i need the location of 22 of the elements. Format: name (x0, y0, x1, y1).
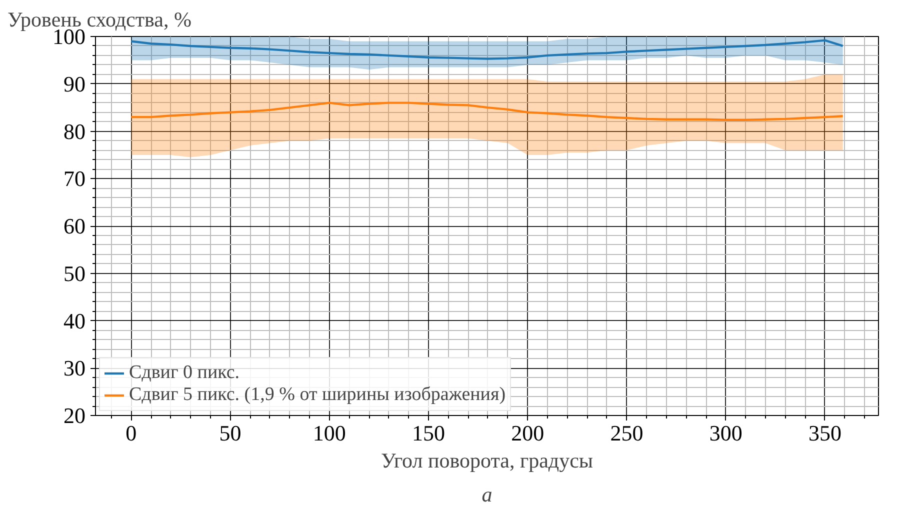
y-tick-label: 20 (64, 403, 86, 428)
legend-label: Сдвиг 0 пикс. (129, 362, 240, 384)
y-tick-label: 70 (64, 166, 86, 192)
x-tick-label: 250 (610, 420, 644, 446)
y-tick-label: 80 (64, 118, 86, 144)
y-tick-label: 30 (64, 356, 86, 381)
y-tick-label: 50 (64, 260, 86, 286)
y-tick-label: 60 (64, 214, 86, 238)
x-tick-label: 350 (808, 420, 842, 446)
line-series (130, 39, 844, 60)
x-tick-label: 50 (219, 420, 242, 446)
x-tick-label: 100 (312, 420, 346, 446)
x-tick-label: 0 (126, 420, 137, 446)
line-series (130, 102, 844, 121)
x-tick-label: 200 (511, 420, 544, 446)
legend-label: Сдвиг 5 пикс. (1,9 % от ширины изображения) (129, 384, 506, 406)
y-tick-label: 40 (64, 308, 86, 334)
x-axis-title: Угол поворота, градусы (380, 448, 594, 472)
text: а (482, 482, 492, 506)
x-tick-label: 150 (412, 420, 446, 446)
y-tick-label: 90 (64, 71, 86, 96)
x-tick-label: 300 (709, 420, 742, 446)
